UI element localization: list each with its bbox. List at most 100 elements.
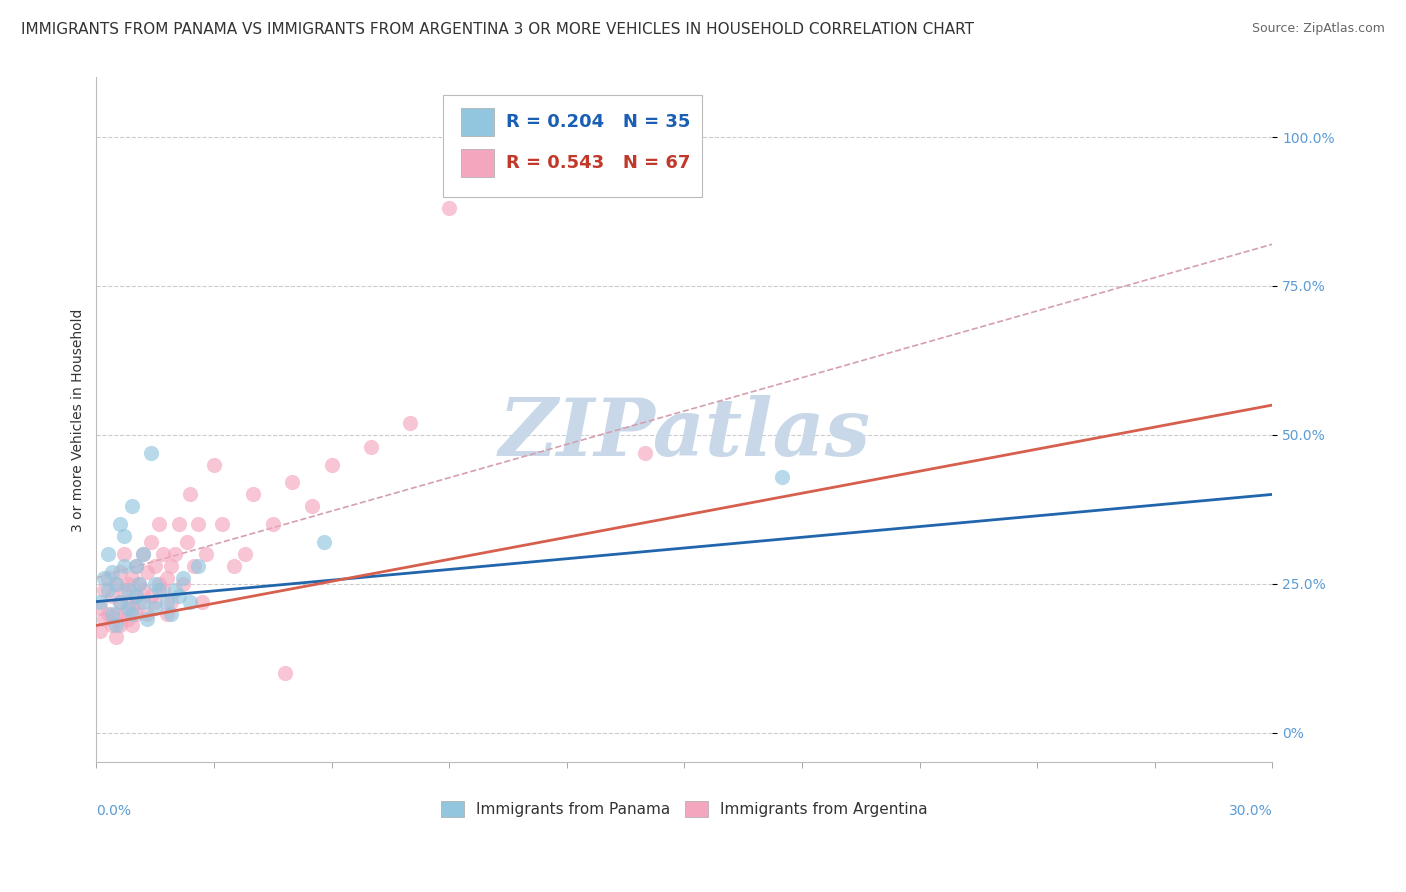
Point: [172, 576, 194, 591]
Point: [112, 558, 135, 573]
Point: [160, 594, 183, 608]
Text: R = 0.543   N = 67: R = 0.543 N = 67: [506, 154, 690, 172]
Point: [211, 517, 233, 532]
Point: [163, 547, 186, 561]
Point: [112, 582, 135, 597]
Point: [179, 487, 201, 501]
Point: [101, 565, 124, 579]
Point: [312, 535, 335, 549]
Point: [97, 582, 120, 597]
Point: [108, 618, 131, 632]
Point: [176, 535, 198, 549]
Point: [112, 607, 135, 621]
Point: [770, 469, 793, 483]
Point: [132, 582, 155, 597]
Point: [301, 500, 323, 514]
Point: [124, 607, 146, 621]
Point: [117, 576, 139, 591]
Point: [128, 594, 150, 608]
Text: R = 0.204   N = 35: R = 0.204 N = 35: [506, 113, 690, 131]
Point: [108, 594, 131, 608]
Text: 0.0%: 0.0%: [97, 804, 131, 818]
Point: [148, 582, 170, 597]
Point: [152, 547, 174, 561]
Point: [136, 607, 159, 621]
Point: [117, 600, 139, 615]
Point: [360, 440, 382, 454]
Point: [321, 458, 343, 472]
Point: [108, 565, 131, 579]
Point: [187, 517, 209, 532]
Point: [233, 547, 256, 561]
Point: [89, 600, 111, 615]
Point: [101, 607, 124, 621]
Point: [191, 594, 214, 608]
Point: [128, 576, 150, 591]
Text: Source: ZipAtlas.com: Source: ZipAtlas.com: [1251, 22, 1385, 36]
Point: [117, 582, 139, 597]
Point: [93, 612, 115, 626]
Point: [89, 624, 111, 639]
Point: [281, 475, 304, 490]
Point: [132, 547, 155, 561]
Point: [148, 576, 170, 591]
Point: [222, 558, 245, 573]
FancyBboxPatch shape: [443, 95, 702, 197]
Point: [183, 558, 205, 573]
Text: ZIPatlas: ZIPatlas: [498, 395, 870, 473]
Point: [132, 547, 155, 561]
Legend: Immigrants from Panama, Immigrants from Argentina: Immigrants from Panama, Immigrants from …: [434, 795, 934, 823]
Point: [112, 529, 135, 543]
FancyBboxPatch shape: [461, 149, 494, 178]
Point: [143, 600, 166, 615]
Point: [104, 631, 127, 645]
Point: [167, 517, 190, 532]
Point: [124, 558, 146, 573]
Point: [262, 517, 284, 532]
Point: [101, 589, 124, 603]
Point: [104, 607, 127, 621]
Point: [143, 558, 166, 573]
Point: [132, 594, 155, 608]
Point: [163, 582, 186, 597]
Point: [160, 607, 183, 621]
Point: [89, 594, 111, 608]
FancyBboxPatch shape: [461, 108, 494, 136]
Point: [97, 607, 120, 621]
Y-axis label: 3 or more Vehicles in Household: 3 or more Vehicles in Household: [72, 309, 86, 532]
Point: [93, 571, 115, 585]
Point: [172, 571, 194, 585]
Point: [121, 618, 143, 632]
Point: [124, 589, 146, 603]
Point: [117, 612, 139, 626]
Point: [121, 571, 143, 585]
Point: [97, 571, 120, 585]
Point: [108, 517, 131, 532]
Point: [195, 547, 218, 561]
Point: [117, 594, 139, 608]
Point: [128, 576, 150, 591]
Point: [156, 607, 179, 621]
Point: [104, 576, 127, 591]
Point: [141, 446, 163, 460]
Point: [136, 612, 159, 626]
Point: [187, 558, 209, 573]
Point: [156, 571, 179, 585]
Point: [124, 558, 146, 573]
Point: [104, 618, 127, 632]
Point: [242, 487, 264, 501]
Point: [437, 202, 460, 216]
Point: [121, 600, 143, 615]
Point: [167, 589, 190, 603]
Point: [112, 547, 135, 561]
Point: [148, 517, 170, 532]
Point: [141, 589, 163, 603]
Point: [202, 458, 225, 472]
Point: [93, 582, 115, 597]
Point: [273, 666, 295, 681]
Point: [141, 535, 163, 549]
Point: [104, 576, 127, 591]
Point: [121, 607, 143, 621]
Point: [124, 589, 146, 603]
Point: [108, 594, 131, 608]
